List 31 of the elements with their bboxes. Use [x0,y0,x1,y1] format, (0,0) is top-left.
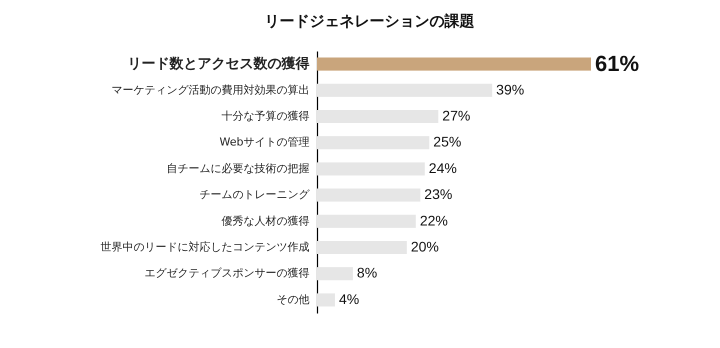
bar [317,240,407,254]
bar [317,84,492,97]
y-tick-label: マーケティング活動の費用対効果の算出 [112,83,310,96]
data-label: 61% [595,51,640,76]
y-tick-label: リード数とアクセス数の獲得 [128,56,310,72]
y-tick-label: 世界中のリードに対応したコンテンツ作成 [100,240,310,254]
y-tick-label: 自チームに必要な技術の把握 [166,162,310,175]
y-tick-label: チームのトレーニング [200,188,310,202]
bar [317,136,430,150]
y-tick-label: 十分な予算の獲得 [222,110,310,122]
bar [317,162,425,176]
data-label: 39% [496,81,524,98]
bar [317,267,353,280]
bar [317,58,591,71]
y-tick-label: Webサイトの管理 [220,136,310,149]
y-tick-label: その他 [276,292,310,306]
data-label: 22% [420,212,448,228]
data-label: 4% [338,290,360,307]
data-label: 25% [433,134,462,150]
data-label: 8% [356,264,378,281]
bar [317,214,416,228]
bar [317,188,420,202]
bar [317,110,438,124]
data-label: 20% [410,238,439,254]
data-label: 23% [424,186,452,202]
chart-title: リードジェネレーションの課題 [264,12,475,30]
bar [317,293,335,306]
data-label: 24% [428,160,457,176]
data-label: 27% [442,108,470,124]
y-tick-label: 優秀な人材の獲得 [222,214,310,228]
y-tick-label: エグゼクティブスポンサーの獲得 [144,266,310,280]
